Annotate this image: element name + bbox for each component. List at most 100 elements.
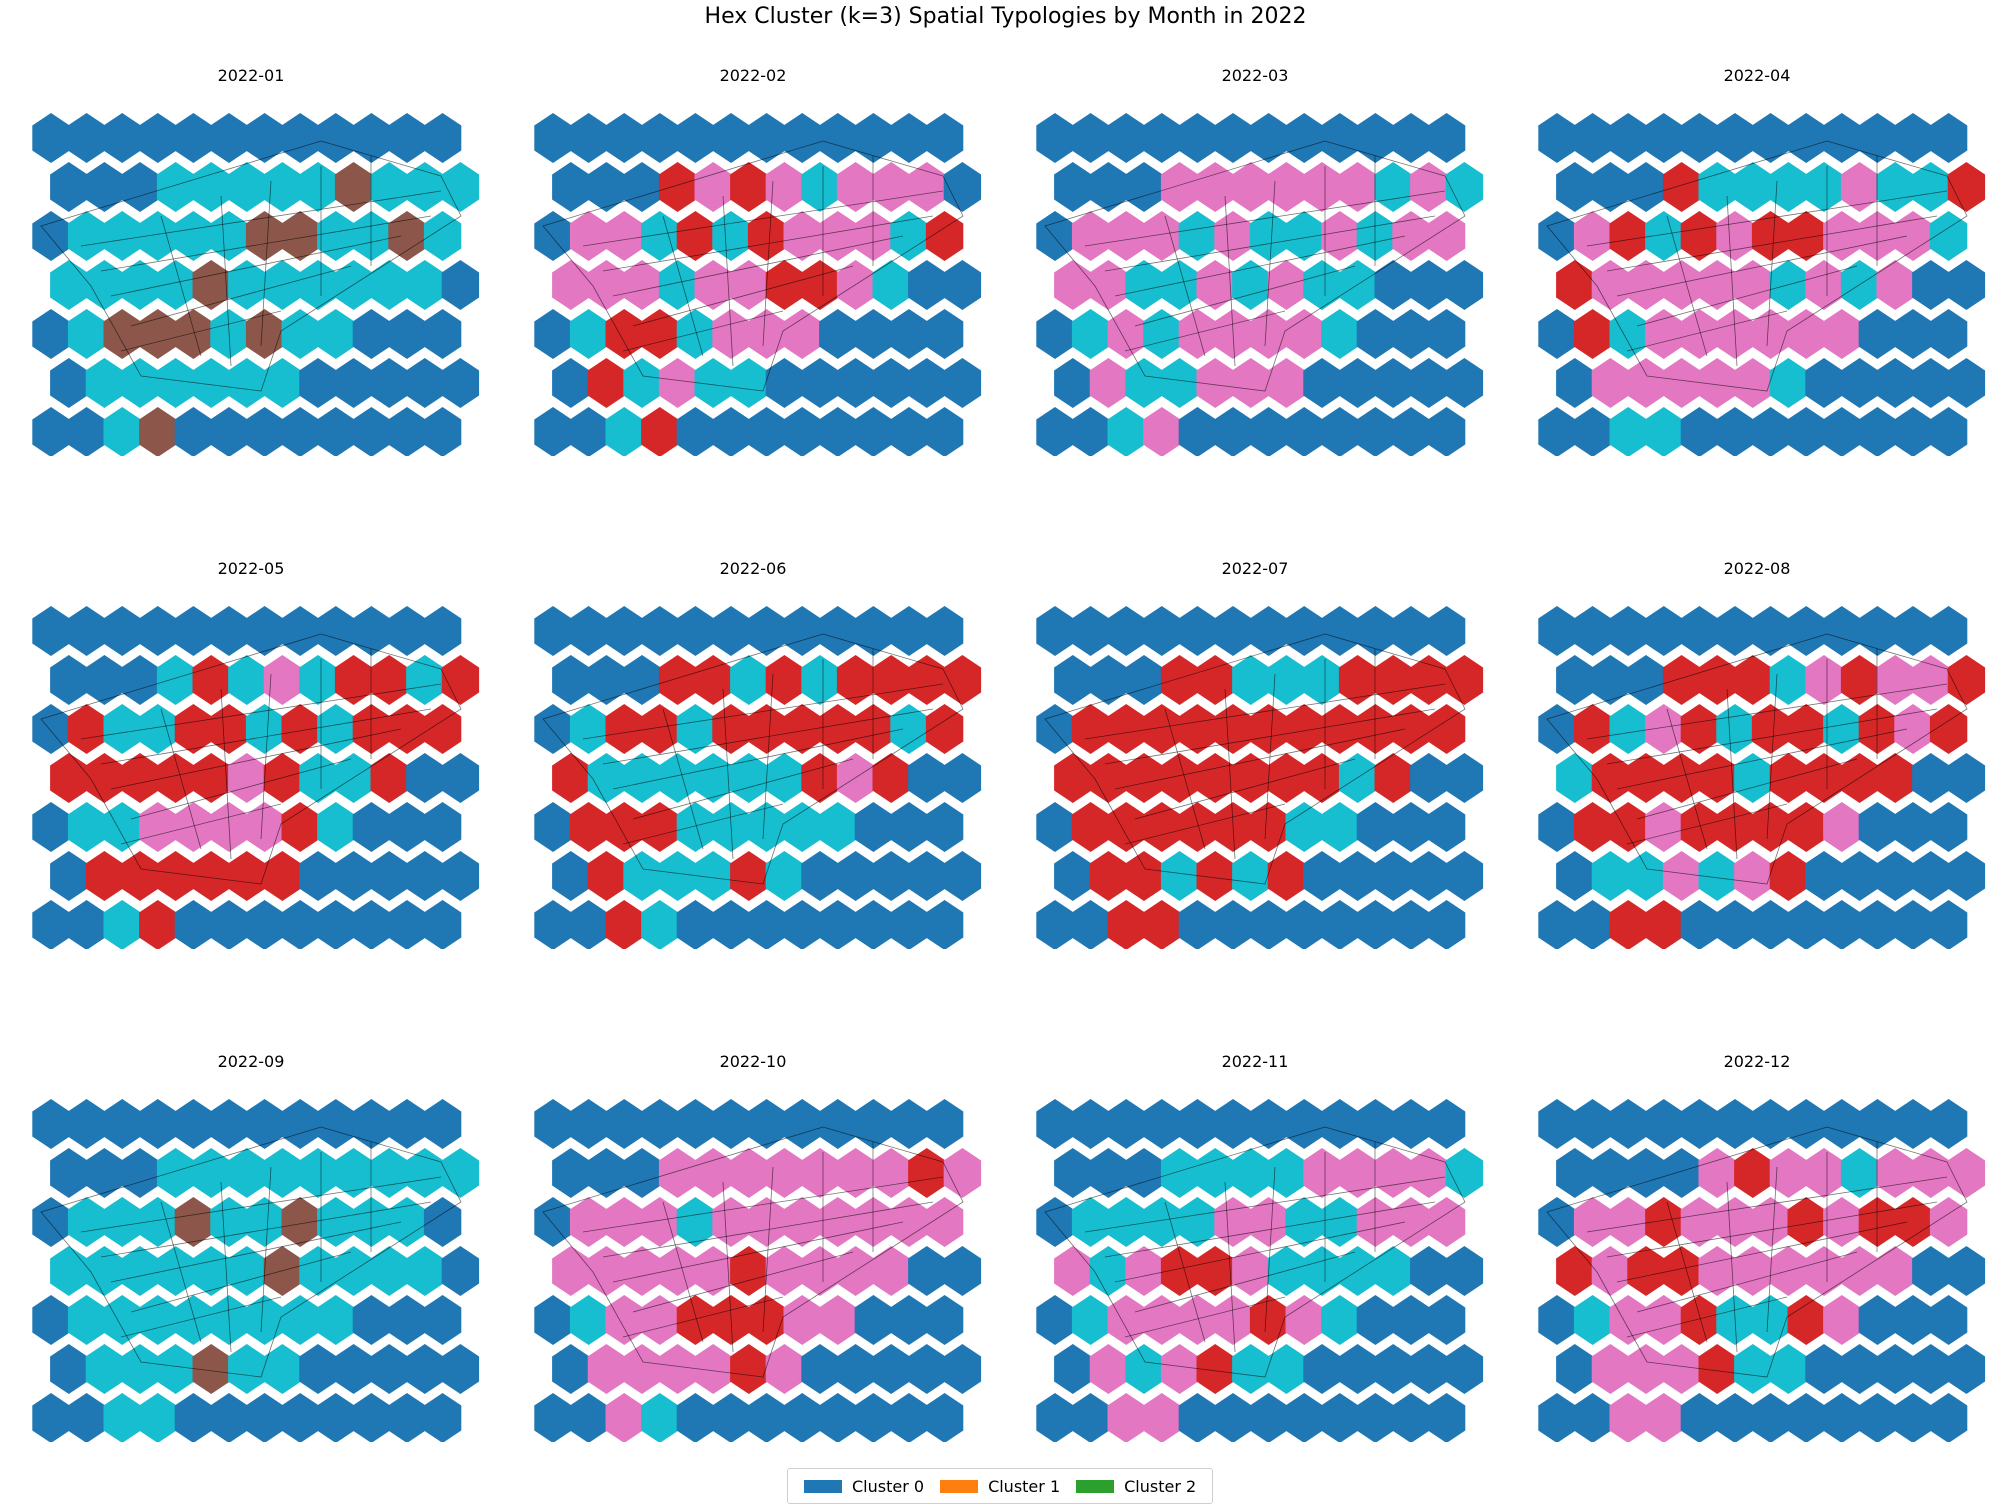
hex-cell <box>1107 309 1145 359</box>
hex-cell <box>192 260 230 310</box>
hex-cell <box>32 1393 70 1442</box>
hex-cell <box>1912 260 1950 310</box>
hex-cell <box>819 802 857 852</box>
hex-cell <box>658 753 697 803</box>
hex-cell <box>1573 1197 1612 1247</box>
hex-cell <box>1089 753 1128 803</box>
hex-cell <box>836 1344 875 1394</box>
hex-cell <box>1609 606 1647 656</box>
hex-cell <box>317 900 355 949</box>
hex-cell <box>67 407 106 456</box>
hex-cell <box>299 655 337 705</box>
hex-cell <box>1662 655 1701 705</box>
hex-cell <box>370 851 408 901</box>
hex-cell <box>1410 1246 1448 1296</box>
hex-cell <box>1160 260 1199 310</box>
hex-cell <box>1107 407 1145 456</box>
hex-cell <box>712 1099 750 1149</box>
legend-item-cluster-1: Cluster 1 <box>940 1477 1060 1496</box>
hex-cell <box>352 1099 391 1149</box>
hex-cell <box>1591 1148 1630 1198</box>
hex-cell <box>1267 655 1306 705</box>
hex-cell <box>50 162 88 212</box>
hex-cell <box>908 851 946 901</box>
hex-cell <box>1573 900 1612 949</box>
hex-cell <box>406 1148 444 1198</box>
hex-cell <box>1538 900 1576 949</box>
hex-cell <box>1107 113 1145 163</box>
hex-cell <box>1591 162 1630 212</box>
hex-cell <box>1036 1099 1074 1149</box>
hex-cell <box>1392 802 1430 852</box>
hex-cell <box>1143 606 1181 656</box>
panel-title: 2022-10 <box>719 1052 787 1071</box>
hex-cell <box>1947 358 1986 408</box>
hex-cell <box>423 407 462 456</box>
hex-cell <box>1321 606 1359 656</box>
hex-cell <box>1912 358 1950 408</box>
hex-cell <box>854 802 893 852</box>
hex-cell <box>1912 1344 1950 1394</box>
hex-cell <box>1427 1099 1466 1149</box>
hex-cell <box>801 1148 839 1198</box>
hex-cell <box>50 1246 88 1296</box>
hex-cell <box>1662 753 1701 803</box>
hex-cell <box>1374 655 1412 705</box>
hex-cell <box>1858 900 1897 949</box>
hex-cell <box>890 704 928 754</box>
hex-cell <box>1894 1099 1932 1149</box>
hex-cell <box>747 1295 786 1345</box>
hex-cell <box>1947 1246 1986 1296</box>
hex-cell <box>1392 1197 1430 1247</box>
hex-cell <box>299 753 337 803</box>
hex-cell <box>1894 802 1932 852</box>
hex-cell <box>1285 211 1323 261</box>
hex-cell <box>908 655 946 705</box>
hex-cell <box>1285 606 1323 656</box>
hex-cell <box>925 900 964 949</box>
hex-cell <box>281 900 319 949</box>
hex-cell <box>1538 1197 1576 1247</box>
hex-cell <box>1805 753 1843 803</box>
hex-cell <box>1823 1197 1861 1247</box>
hex-cell <box>1071 309 1110 359</box>
panel-2022-05: 2022-05 <box>21 559 481 959</box>
hex-cell <box>765 1148 804 1198</box>
hex-cell <box>1947 1148 1986 1198</box>
hex-cell <box>103 606 141 656</box>
hex-cell <box>1125 1344 1163 1394</box>
region-boundaries <box>542 633 964 885</box>
hex-cell <box>1662 358 1701 408</box>
hex-cell <box>1662 1344 1701 1394</box>
hex-cell <box>423 606 462 656</box>
hex-cell <box>352 900 391 949</box>
hex-cell <box>299 1148 337 1198</box>
hex-cell <box>1249 113 1288 163</box>
hex-cell <box>156 358 195 408</box>
hex-cell <box>281 211 319 261</box>
hex-cell <box>1445 1246 1484 1296</box>
hex-cell <box>801 851 839 901</box>
hex-cell <box>1823 407 1861 456</box>
hex-cell <box>1609 900 1647 949</box>
hex-cell <box>872 851 910 901</box>
hex-cell <box>1427 1197 1466 1247</box>
hex-cell <box>1876 1148 1914 1198</box>
hex-cell <box>1662 1148 1701 1198</box>
hex-cell <box>1445 358 1484 408</box>
hex-cell <box>1356 900 1395 949</box>
hex-cell <box>908 162 946 212</box>
hex-cell <box>1894 1197 1932 1247</box>
hex-cell <box>32 1099 70 1149</box>
hex-cell <box>103 407 141 456</box>
hex-cell <box>85 655 124 705</box>
hex-cell <box>1645 211 1683 261</box>
hex-cell <box>228 753 266 803</box>
region-boundaries <box>542 140 964 392</box>
hex-cell <box>1427 900 1466 949</box>
hex-cell <box>1787 704 1825 754</box>
hex-cell <box>534 1099 572 1149</box>
hex-cell <box>1214 211 1252 261</box>
hex-cell <box>370 358 408 408</box>
hex-cell <box>694 260 732 310</box>
